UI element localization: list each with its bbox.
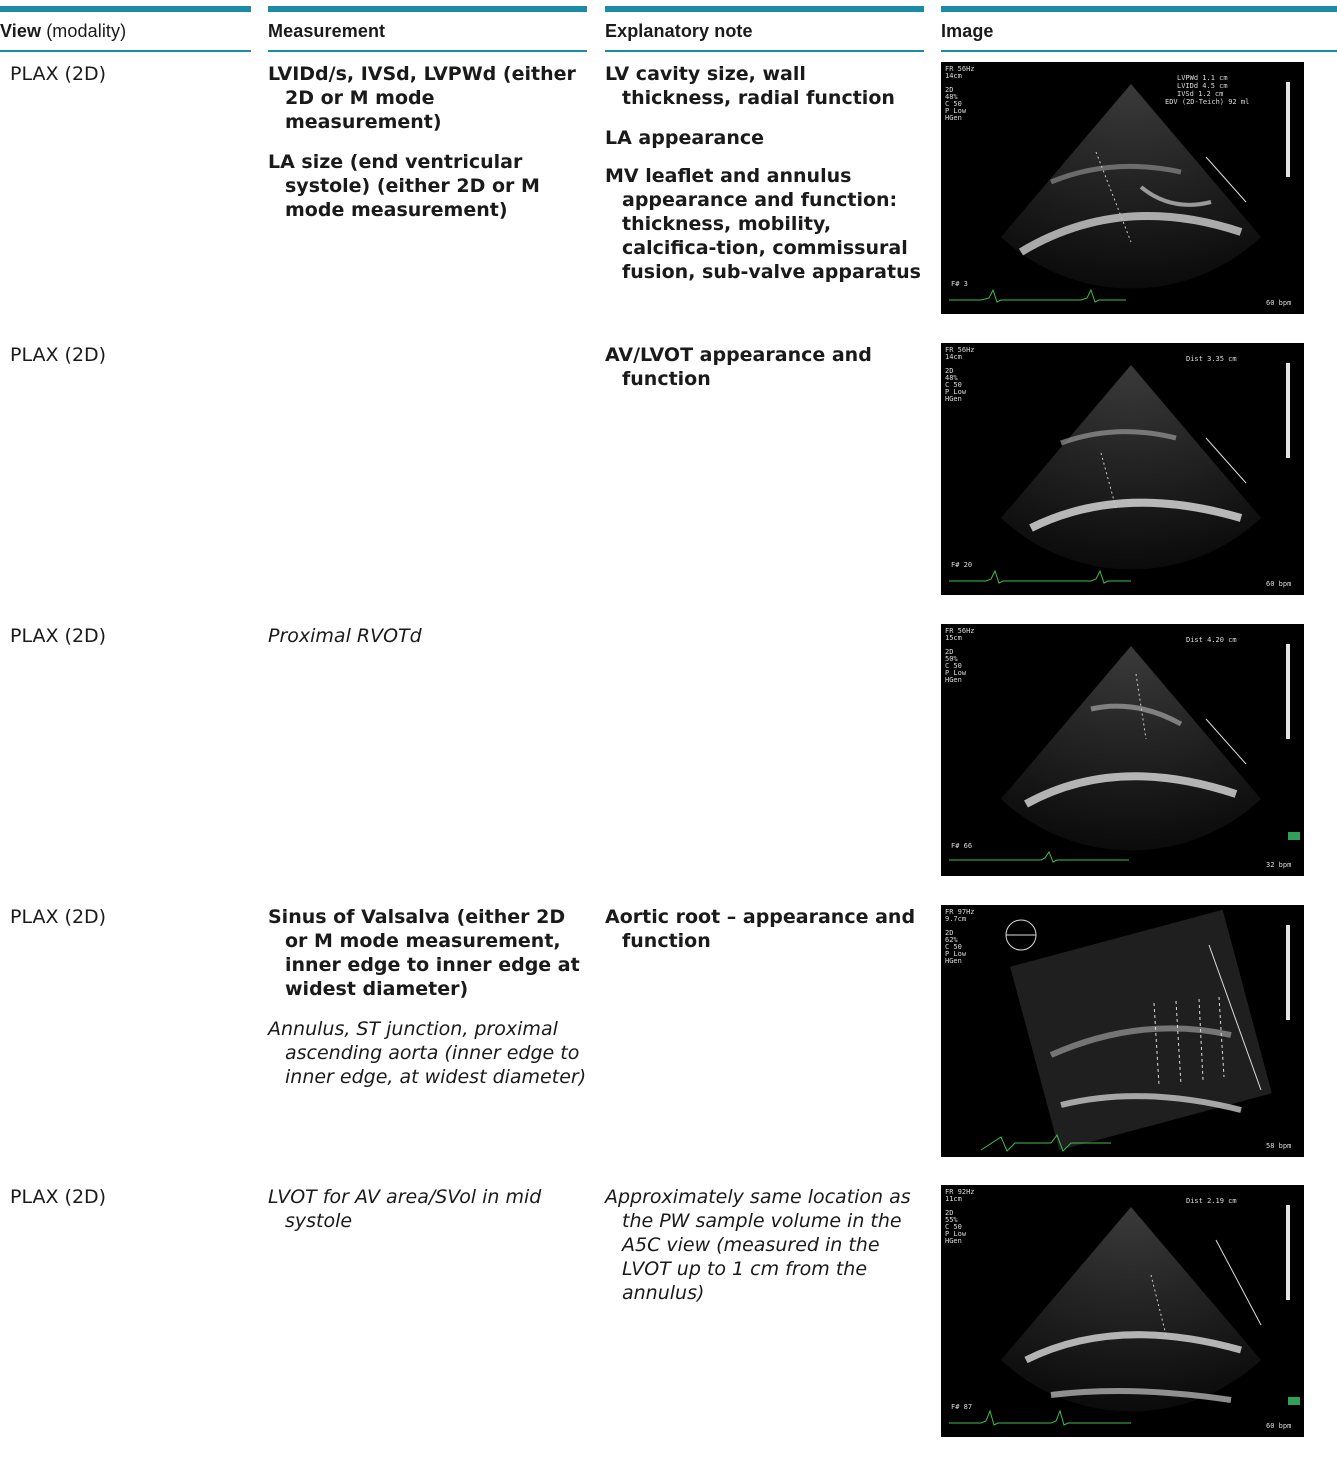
frame-rate-label: FR 56Hz — [945, 346, 975, 354]
row-3-view: PLAX (2D) — [10, 625, 107, 647]
compress-label: C 50 — [945, 1223, 962, 1231]
compress-label: C 50 — [945, 100, 962, 108]
freq-label: HGen — [945, 957, 962, 965]
heart-rate-label: 60 bpm — [1266, 580, 1291, 588]
heart-rate-label: 32 bpm — [1266, 861, 1291, 869]
mode-label: 2D — [945, 86, 953, 94]
row-2-note: AV/LVOT appearance and function — [605, 343, 921, 407]
heart-rate-label: 60 bpm — [1266, 299, 1291, 307]
echo-image-2: FR 56Hz 14cm 2D 48% C 50 P Low HGen Dist… — [941, 343, 1304, 595]
power-label: P Low — [945, 388, 967, 396]
frame-rate-label: FR 56Hz — [945, 627, 975, 635]
measurement-label: LVIDd 4.5 cm — [1177, 82, 1228, 90]
header-view-suffix: (modality) — [46, 21, 127, 41]
row-1-note: LV cavity size, wall thickness, radial f… — [605, 62, 921, 300]
echo-image-4: FR 97Hz 9.7cm 2D 62% C 50 P Low HGen 58 … — [941, 905, 1304, 1157]
row-5-measurement: LVOT for AV area/SVol in mid systole — [268, 1185, 590, 1249]
compress-label: C 50 — [945, 943, 962, 951]
measurement-item: Annulus, ST junction, proximal ascending… — [268, 1018, 587, 1088]
freq-label: HGen — [945, 114, 962, 122]
freq-label: HGen — [945, 1237, 962, 1245]
row-4-view: PLAX (2D) — [10, 906, 107, 928]
frame-number-label: F# 3 — [951, 280, 968, 288]
ecg-trace — [949, 288, 1126, 303]
frame-rate-label: FR 97Hz — [945, 908, 975, 916]
power-label: P Low — [945, 107, 967, 115]
note-item: LV cavity size, wall thickness, radial f… — [605, 63, 895, 109]
ecg-trace — [949, 850, 1129, 863]
gain-label: 55% — [945, 1216, 958, 1224]
mode-label: 2D — [945, 648, 953, 656]
gain-label: 62% — [945, 936, 958, 944]
frame-number-label: F# 20 — [951, 561, 972, 569]
measurement-label: EDV (2D-Teich) 92 ml — [1165, 98, 1249, 106]
compress-label: C 50 — [945, 662, 962, 670]
echo-image-1: FR 56Hz 14cm 2D 48% C 50 P Low HGen LVPW… — [941, 62, 1304, 314]
gain-label: 48% — [945, 374, 958, 382]
gain-label: 50% — [945, 655, 958, 663]
measurement-item: LA size (end ventricular systole) (eithe… — [268, 151, 540, 221]
header-image: Image — [941, 6, 1337, 52]
row-4-note: Aortic root – appearance and function — [605, 905, 921, 969]
note-item: LA appearance — [605, 127, 765, 149]
ecg-trace — [949, 1409, 1131, 1426]
note-item: Approximately same location as the PW sa… — [605, 1186, 911, 1304]
heart-rate-label: 60 bpm — [1266, 1422, 1291, 1430]
row-1-measurement: LVIDd/s, IVSd, LVPWd (either 2D or M mod… — [268, 62, 590, 238]
row-5-note: Approximately same location as the PW sa… — [605, 1185, 927, 1321]
note-item: MV leaflet and annulus appearance and fu… — [605, 165, 921, 283]
depth-label: 9.7cm — [945, 915, 966, 923]
frame-rate-label: FR 92Hz — [945, 1188, 975, 1196]
depth-label: 15cm — [945, 634, 962, 642]
ecg-trace — [949, 569, 1131, 584]
depth-label: 14cm — [945, 72, 962, 80]
power-label: P Low — [945, 669, 967, 677]
gain-label: 48% — [945, 93, 958, 101]
measurement-item: Sinus of Valsalva (either 2D or M mode m… — [268, 906, 580, 1000]
row-3-measurement: Proximal RVOTd — [268, 624, 590, 664]
freq-label: HGen — [945, 676, 962, 684]
echo-image-3: FR 56Hz 15cm 2D 50% C 50 P Low HGen Dist… — [941, 624, 1304, 876]
measurement-label: IVSd 1.2 cm — [1177, 90, 1223, 98]
depth-label: 11cm — [945, 1195, 962, 1203]
note-item: AV/LVOT appearance and function — [605, 344, 872, 390]
echo-image-5: FR 92Hz 11cm 2D 55% C 50 P Low HGen Dist… — [941, 1185, 1304, 1437]
depth-label: 14cm — [945, 353, 962, 361]
power-label: P Low — [945, 1230, 967, 1238]
measurement-label: Dist 2.19 cm — [1186, 1197, 1237, 1205]
freq-label: HGen — [945, 395, 962, 403]
frame-number-label: F# 87 — [951, 1403, 972, 1411]
compress-label: C 50 — [945, 381, 962, 389]
header-view: View (modality) — [0, 6, 251, 52]
header-view-label: View — [0, 21, 42, 41]
ecg-trace — [980, 1133, 1111, 1152]
frame-number-label: F# 66 — [951, 842, 972, 850]
measurement-item: LVOT for AV area/SVol in mid systole — [268, 1186, 542, 1232]
measurement-label: Dist 4.20 cm — [1186, 636, 1237, 644]
measurement-item: LVIDd/s, IVSd, LVPWd (either 2D or M mod… — [268, 63, 576, 133]
measurement-label: Dist 3.35 cm — [1186, 355, 1237, 363]
measurement-item: Proximal RVOTd — [268, 625, 422, 647]
measurement-label: LVPWd 1.1 cm — [1177, 74, 1228, 82]
heart-rate-label: 58 bpm — [1266, 1142, 1291, 1150]
mode-label: 2D — [945, 1209, 953, 1217]
header-measurement: Measurement — [268, 6, 587, 52]
row-4-measurement: Sinus of Valsalva (either 2D or M mode m… — [268, 905, 590, 1105]
header-note: Explanatory note — [605, 6, 924, 52]
power-label: P Low — [945, 950, 967, 958]
note-item: Aortic root – appearance and function — [605, 906, 916, 952]
frame-rate-label: FR 56Hz — [945, 65, 975, 73]
row-2-view: PLAX (2D) — [10, 344, 107, 366]
row-5-view: PLAX (2D) — [10, 1186, 107, 1208]
mode-label: 2D — [945, 367, 953, 375]
row-1-view: PLAX (2D) — [10, 63, 107, 85]
mode-label: 2D — [945, 929, 953, 937]
